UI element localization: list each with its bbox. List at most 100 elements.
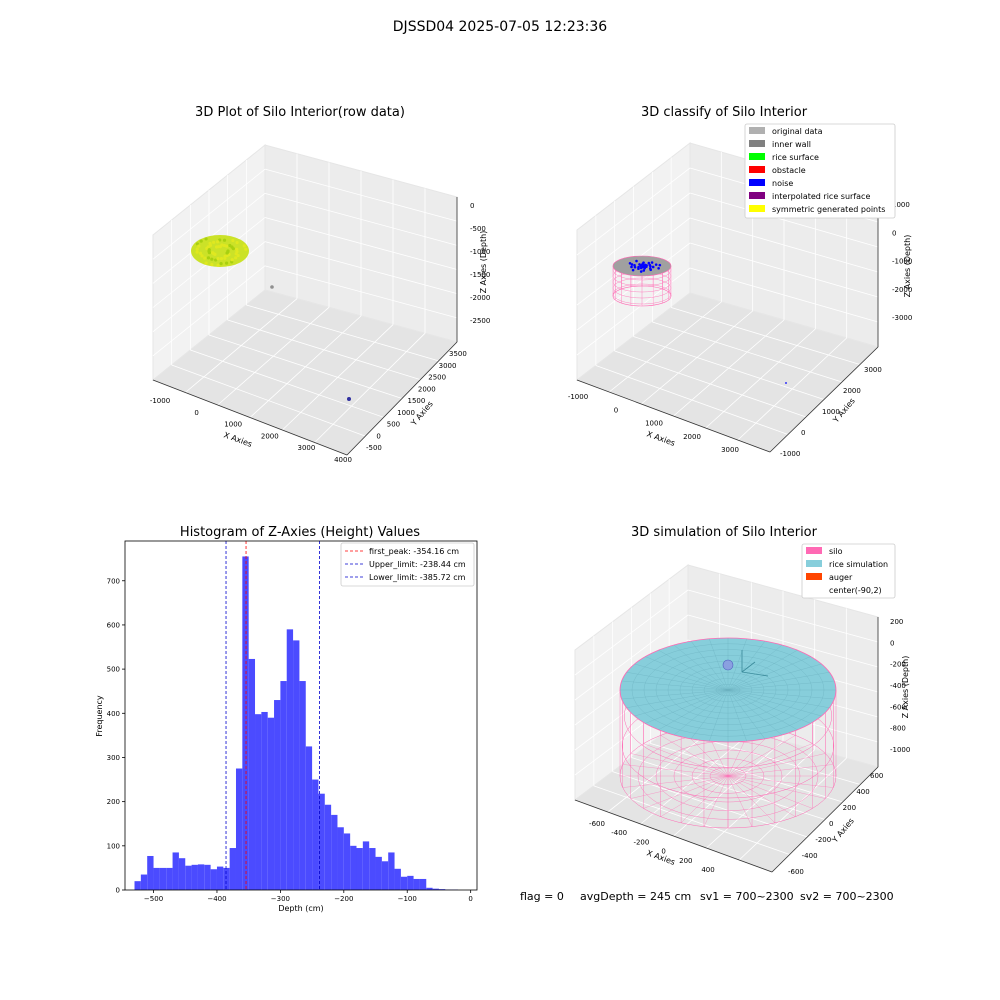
noise-point [630, 263, 634, 266]
panel2-zlabel: Z Axies (Depth) [903, 235, 912, 298]
z-tick-label: -2500 [470, 317, 490, 325]
x-tick-label: 0 [194, 409, 198, 417]
histogram-bar [432, 888, 439, 890]
histogram-bar [185, 865, 192, 890]
noise-point [635, 259, 638, 263]
rice-point [225, 251, 229, 255]
grid-line [576, 167, 691, 256]
histogram-bar [394, 868, 401, 890]
x-axis-line [576, 379, 771, 453]
noise-point [633, 264, 636, 267]
rice-mesh-spoke [621, 680, 729, 691]
histogram-bar [331, 814, 338, 890]
histogram-bar [274, 700, 281, 890]
noise-point [654, 263, 658, 266]
grid-line [671, 307, 861, 365]
y-tick-label: 2500 [428, 374, 446, 382]
grid-line [246, 304, 439, 362]
y-tick-label: 0 [801, 429, 805, 437]
figure-suptitle: DJSSD04 2025-07-05 12:23:36 [393, 19, 608, 35]
x-tick-label: -1000 [568, 393, 588, 401]
noise-point [628, 261, 632, 265]
noise-point [658, 263, 662, 267]
rice-point [234, 256, 238, 260]
rice-point [206, 256, 211, 260]
rice-point [216, 263, 220, 267]
auger-marker [722, 659, 734, 671]
noise-point [645, 264, 648, 267]
histogram-bar [255, 714, 262, 890]
z-tick-label: -400 [890, 682, 906, 690]
histogram-legend: first_peak: -354.16 cm Upper_limit: -238.… [340, 542, 475, 587]
rice-point [204, 237, 208, 241]
x-tick-label: -600 [589, 820, 605, 828]
silo-floor-spoke [727, 775, 775, 823]
panel4-legend: silo rice simulation auger center(-90,2) [801, 543, 896, 599]
x-tick-label: -200 [633, 838, 649, 846]
rice-mesh-spoke [727, 672, 830, 691]
noise-point [650, 261, 654, 264]
panel1-title: 3D Plot of Silo Interior(row data) [195, 105, 405, 120]
rice-point [219, 257, 224, 261]
noise-point [651, 265, 655, 269]
histogram-bar [318, 793, 325, 890]
grid-line [152, 168, 266, 260]
histogram-bar [147, 855, 154, 890]
legend-swatch [749, 166, 765, 173]
legend-label: Lower_limit: -385.72 cm [369, 573, 466, 582]
panel4-title: 3D simulation of Silo Interior [631, 525, 818, 540]
histogram-bar [248, 658, 256, 890]
z-tick-label: -200 [890, 661, 906, 669]
histogram-bar [293, 640, 300, 890]
histogram-bar [286, 629, 294, 890]
grid-line [264, 168, 458, 222]
rice-point [203, 256, 207, 260]
y-tick-label: -1000 [780, 450, 800, 458]
x-tick-label: −500 [144, 895, 163, 903]
silo-floor-spoke [727, 743, 813, 777]
noise-point [647, 261, 651, 265]
rice-mesh-spoke [727, 689, 747, 742]
rice-mesh-spoke [727, 644, 783, 691]
rice-point [204, 261, 208, 265]
legend-label: symmetric generated points [772, 205, 885, 214]
y-tick-label: -200 [815, 836, 831, 844]
auger-axis [741, 671, 769, 677]
histogram-bar [375, 856, 382, 890]
y-axis-line [346, 341, 458, 456]
legend-label: auger [829, 573, 853, 582]
y-tick-label: 400 [856, 788, 869, 796]
rice-mesh-spoke [690, 641, 729, 691]
rice-mesh-spoke [727, 656, 811, 691]
panel3-title: Histogram of Z-Axies (Height) Values [180, 525, 420, 540]
rice-point [224, 261, 229, 265]
rice-mesh-spoke [673, 689, 729, 736]
legend-label: inner wall [772, 140, 811, 149]
rice-mesh-spoke [626, 689, 729, 708]
y-tick-label: -400 [802, 852, 818, 860]
rice-mesh-spoke [727, 689, 783, 736]
legend-label: interpolated rice surface [772, 192, 870, 201]
y-tick-label: 0 [116, 887, 120, 895]
rice-mesh-spoke [727, 663, 822, 691]
histogram-bar [388, 852, 395, 890]
rice-mesh-spoke [645, 656, 729, 691]
y-tick-label: 600 [107, 621, 120, 629]
legend-swatch [806, 560, 822, 567]
y-tick-label: -600 [788, 868, 804, 876]
silo-floor-spoke [622, 775, 729, 788]
y-tick-label: 400 [107, 710, 120, 718]
y-tick-label: 600 [870, 772, 883, 780]
noise-point [639, 270, 643, 273]
rice-point [242, 244, 246, 248]
histogram-bar [299, 681, 306, 890]
rice-mesh-spoke [634, 663, 729, 691]
grid-line [574, 589, 689, 676]
rice-mesh-spoke [727, 689, 811, 724]
histogram-bar [140, 874, 148, 890]
footer-flag: flag = 0 [520, 890, 564, 903]
silo-floor-spoke [622, 764, 729, 777]
rice-point [195, 247, 199, 251]
y-tick-label: 2000 [418, 385, 436, 393]
x-tick-label: 0 [614, 406, 618, 414]
